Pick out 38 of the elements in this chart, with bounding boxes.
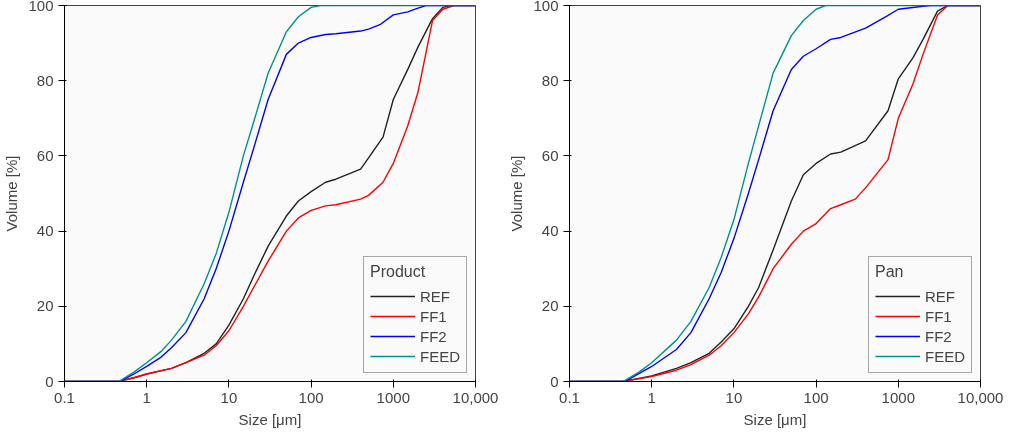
x-tick-label: 10 [220,388,238,406]
legend-title: Pan [874,263,905,281]
y-tick-label: 20 [541,297,559,315]
y-tick-label: 40 [541,222,559,240]
x-tick-label: 1 [142,388,151,406]
y-tick-label: 40 [36,222,54,240]
x-tick-label: 10,000 [957,388,1004,406]
y-tick-label: 100 [28,0,54,14]
y-tick-label: 100 [533,0,559,14]
y-tick-label: 0 [550,372,559,390]
legend-label: FF2 [924,327,952,345]
legend-label: FF1 [419,307,447,325]
y-tick-label: 60 [36,146,54,164]
x-tick-label: 1000 [881,388,915,406]
legend-label: REF [924,287,955,305]
x-axis-title: Size [μm] [743,410,807,428]
x-tick-label: 1000 [376,388,410,406]
legend-title: Product [369,263,427,281]
x-tick-label: 100 [298,388,324,406]
legend-label: REF [419,287,450,305]
y-axis-title: Volume [%] [508,155,526,232]
y-tick-label: 0 [45,372,54,390]
x-tick-label: 0.1 [54,388,75,406]
x-tick-label: 10 [725,388,743,406]
y-tick-label: 60 [541,146,559,164]
y-tick-label: 20 [36,297,54,315]
x-tick-label: 0.1 [559,388,580,406]
legend-label: FF1 [924,307,952,325]
y-tick-label: 80 [541,71,559,89]
x-tick-label: 100 [803,388,829,406]
legend-label: FF2 [419,327,447,345]
y-tick-label: 80 [36,71,54,89]
x-tick-label: 10,000 [452,388,499,406]
legend-label: FEED [419,347,460,365]
x-axis-title: Size [μm] [238,410,302,428]
legend-label: FEED [924,347,965,365]
x-tick-label: 1 [647,388,656,406]
y-axis-title: Volume [%] [3,155,21,232]
